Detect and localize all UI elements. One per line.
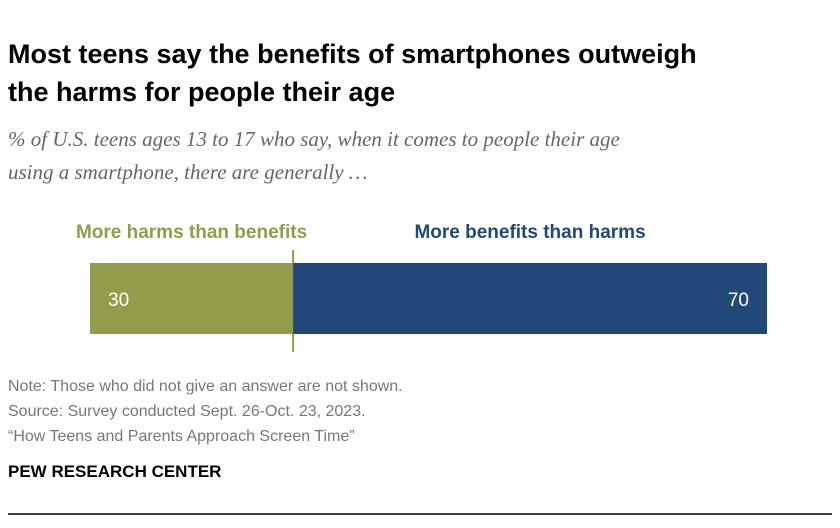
chart-title: the harms for people their age — [8, 77, 395, 107]
bar — [90, 263, 294, 334]
legend-label: More benefits than harms — [414, 222, 645, 243]
brand: PEW RESEARCH CENTER — [8, 462, 221, 481]
subtitle: using a smartphone, there are generally … — [8, 160, 367, 184]
note: Source: Survey conducted Sept. 26-Oct. 2… — [8, 403, 366, 420]
note: Note: Those who did not give an answer a… — [8, 378, 403, 395]
value-label: 30 — [108, 290, 129, 311]
subtitle: % of U.S. teens ages 13 to 17 who say, w… — [8, 127, 620, 151]
legend-label: More harms than benefits — [76, 222, 307, 243]
bar — [293, 263, 767, 334]
value-label: 70 — [728, 290, 749, 311]
note: “How Teens and Parents Approach Screen T… — [8, 428, 355, 445]
chart-title: Most teens say the benefits of smartphon… — [8, 39, 697, 69]
